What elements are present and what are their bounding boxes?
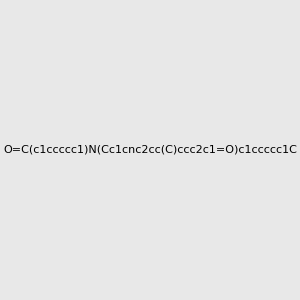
Text: O=C(c1ccccc1)N(Cc1cnc2cc(C)ccc2c1=O)c1ccccc1C: O=C(c1ccccc1)N(Cc1cnc2cc(C)ccc2c1=O)c1cc…	[3, 145, 297, 155]
